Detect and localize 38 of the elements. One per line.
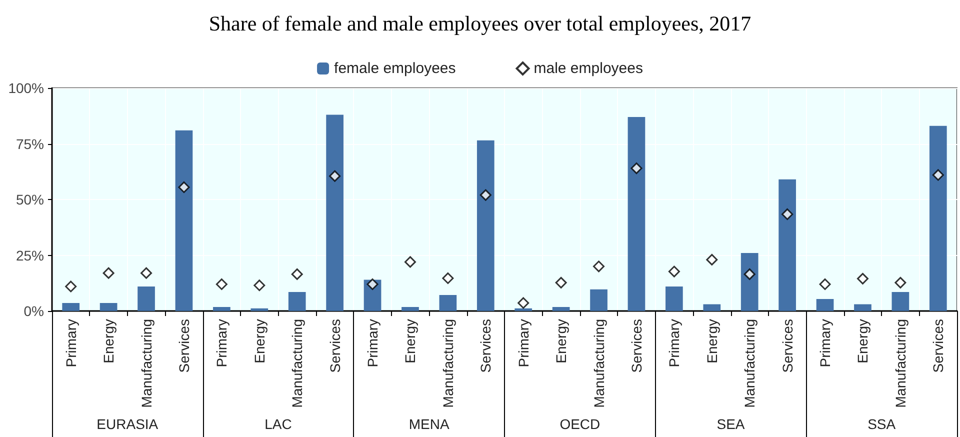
chart-title: Share of female and male employees over total employees, 2017: [208, 12, 752, 36]
x-tick-label: Services: [628, 319, 644, 373]
x-tick-label: Primary: [214, 319, 230, 368]
x-tick-label: Energy: [854, 319, 871, 364]
x-tick-label: Energy: [402, 319, 418, 364]
x-tick-label: Manufacturing: [289, 319, 306, 408]
y-tick-label: 25%: [16, 247, 44, 264]
text: SSA: [868, 416, 896, 432]
x-tick-label: Manufacturing: [742, 319, 758, 408]
x-tick-label: Primary: [364, 319, 381, 368]
x-tick-label: Manufacturing: [440, 319, 456, 408]
text: LAC: [264, 416, 292, 432]
x-tick-label: Energy: [251, 319, 268, 364]
text: OECD: [560, 416, 600, 432]
x-tick-label: Primary: [666, 319, 682, 368]
legend-label: male employees: [534, 60, 643, 77]
y-tick-label: 0%: [24, 303, 44, 319]
x-tick-label: Manufacturing: [892, 319, 908, 408]
x-tick-label: Primary: [817, 319, 834, 368]
x-tick-label: Services: [326, 319, 343, 373]
x-tick-label: Services: [478, 319, 494, 373]
text: SEA: [716, 416, 746, 432]
y-tick-label: 75%: [16, 136, 44, 152]
y-tick-label: 50%: [16, 192, 44, 208]
x-tick-label: Services: [176, 319, 192, 373]
x-tick-label: Manufacturing: [138, 319, 154, 408]
y-tick-label: 100%: [8, 80, 44, 96]
text: EURASIA: [96, 416, 159, 432]
x-tick-label: Energy: [704, 319, 720, 364]
x-tick-label: Primary: [515, 319, 532, 368]
legend-label: female employees: [334, 60, 456, 77]
x-tick-label: Services: [930, 319, 946, 373]
x-tick-label: Manufacturing: [590, 319, 607, 408]
x-tick-label: Primary: [62, 319, 79, 368]
text: MENA: [408, 416, 450, 432]
x-tick-label: Services: [779, 319, 796, 373]
x-tick-label: Energy: [100, 319, 117, 364]
x-tick-label: Energy: [553, 319, 570, 364]
